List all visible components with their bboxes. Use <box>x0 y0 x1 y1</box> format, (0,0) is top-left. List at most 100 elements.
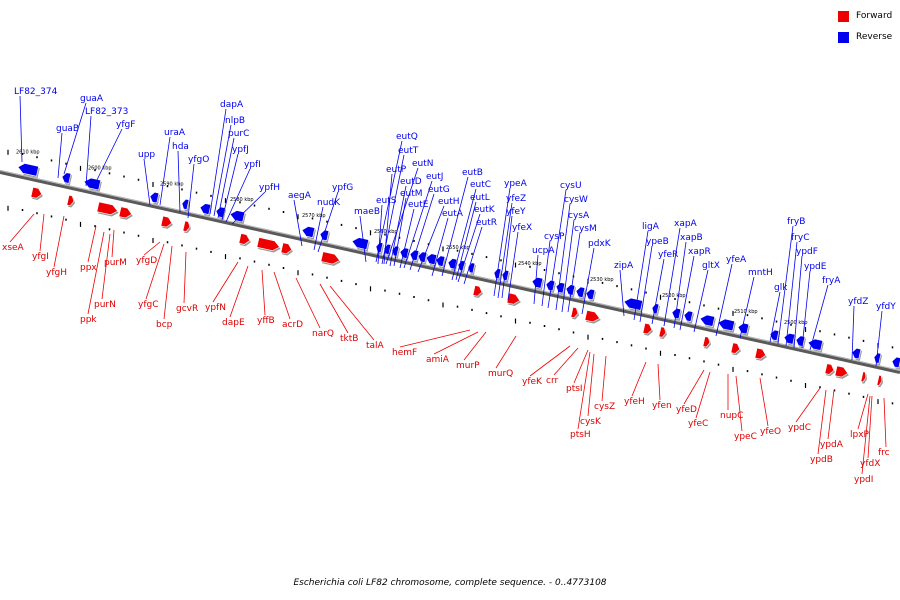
gene-label-yfeK[interactable]: yfeK <box>522 345 571 387</box>
gene-label-eutE[interactable]: eutE <box>399 200 429 269</box>
gene-label-upp[interactable]: upp <box>138 150 155 206</box>
gene-label-glk[interactable]: glk <box>769 283 788 343</box>
gene-feature-rev-0[interactable] <box>17 162 40 179</box>
gene-feature-rev-21[interactable] <box>467 262 477 275</box>
gene-label-ypdE[interactable]: ypdE <box>801 262 827 349</box>
gene-label-murQ[interactable]: murQ <box>488 335 517 379</box>
gene-label-hemF[interactable]: hemF <box>392 329 471 358</box>
gene-feature-rev-24[interactable] <box>531 276 545 291</box>
gene-feature-fwd-3[interactable] <box>118 206 135 221</box>
gene-feature-rev-40[interactable] <box>807 338 825 353</box>
gene-feature-fwd-14[interactable] <box>642 322 655 336</box>
gene-label-ptsH[interactable]: ptsH <box>570 351 591 440</box>
gene-feature-rev-27[interactable] <box>565 284 577 298</box>
gene-label-frc[interactable]: frc <box>878 397 890 458</box>
gene-feature-rev-10[interactable] <box>351 236 371 252</box>
gene-label-fryC[interactable]: fryC <box>785 233 809 347</box>
gene-label-eutH[interactable]: eutH <box>417 197 460 273</box>
gene-feature-fwd-16[interactable] <box>702 336 713 350</box>
gene-label-yfeD[interactable]: yfeD <box>676 369 705 415</box>
gene-label-cysM[interactable]: cysM <box>567 224 597 313</box>
gene-label-yfgC[interactable]: yfgC <box>138 243 165 310</box>
gene-label-xapA[interactable]: xapA <box>663 219 698 327</box>
gene-label-ypdC[interactable]: ypdC <box>788 387 821 433</box>
gene-label-xapB[interactable]: xapB <box>673 233 703 329</box>
gene-label-cysA[interactable]: cysA <box>561 211 590 313</box>
gene-label-cysK[interactable]: cysK <box>580 353 602 427</box>
gene-label-yfgD[interactable]: yfgD <box>136 241 161 266</box>
gene-label-murP[interactable]: murP <box>456 331 487 371</box>
gene-label-yfdY[interactable]: yfdY <box>875 302 896 367</box>
gene-label-LF82_374[interactable]: LF82_374 <box>14 87 58 163</box>
gene-label-ligA[interactable]: ligA <box>633 222 660 321</box>
gene-label-yfeC[interactable]: yfeC <box>688 371 711 429</box>
gene-label-talA[interactable]: talA <box>329 285 385 351</box>
gene-feature-rev-5[interactable] <box>199 203 213 217</box>
gene-label-yffB[interactable]: yffB <box>257 269 275 326</box>
gene-label-eutD[interactable]: eutD <box>389 177 422 267</box>
gene-feature-rev-30[interactable] <box>623 297 645 313</box>
gene-feature-rev-3[interactable] <box>149 191 161 205</box>
gene-feature-rev-34[interactable] <box>699 314 717 329</box>
gene-label-guaB[interactable]: guaB <box>56 124 79 179</box>
gene-label-yfdZ[interactable]: yfdZ <box>848 297 868 361</box>
gene-label-fryB[interactable]: fryB <box>777 217 805 345</box>
gene-feature-fwd-1[interactable] <box>66 194 77 208</box>
gene-label-yfeA[interactable]: yfeA <box>715 255 747 337</box>
gene-feature-rev-19[interactable] <box>447 258 459 271</box>
gene-label-ypeA[interactable]: ypeA <box>493 179 528 297</box>
gene-feature-rev-41[interactable] <box>851 347 863 361</box>
gene-label-ypeB[interactable]: ypeB <box>639 237 669 323</box>
gene-label-yfgF[interactable]: yfgF <box>93 120 135 187</box>
gene-label-cysP[interactable]: cysP <box>541 232 565 307</box>
gene-label-ypdA[interactable]: ypdA <box>820 389 844 450</box>
gene-feature-fwd-15[interactable] <box>658 326 669 340</box>
gene-label-eutM[interactable]: eutM <box>393 189 423 267</box>
gene-feature-rev-9[interactable] <box>319 229 331 243</box>
gene-label-purM[interactable]: purM <box>104 229 127 268</box>
gene-label-maeB[interactable]: maeB <box>354 207 380 263</box>
gene-label-hda[interactable]: hda <box>172 142 189 213</box>
gene-feature-fwd-12[interactable] <box>570 306 581 320</box>
gene-label-eutQ[interactable]: eutQ <box>375 132 418 263</box>
gene-label-gltX[interactable]: gltX <box>693 261 720 333</box>
gene-label-gcvR[interactable]: gcvR <box>176 251 198 314</box>
gene-label-yfeR[interactable]: yfeR <box>651 250 678 325</box>
gene-label-fryA[interactable]: fryA <box>809 276 841 351</box>
gene-label-ypdB[interactable]: ypdB <box>810 389 833 465</box>
gene-feature-fwd-19[interactable] <box>824 363 837 377</box>
gene-label-yfgI[interactable]: yfgI <box>32 213 49 262</box>
gene-feature-fwd-17[interactable] <box>730 342 743 356</box>
gene-feature-rev-43[interactable] <box>891 356 900 370</box>
gene-label-eutJ[interactable]: eutJ <box>403 172 443 269</box>
gene-label-ypdF[interactable]: ypdF <box>793 247 818 349</box>
gene-feature-fwd-21[interactable] <box>860 371 869 384</box>
gene-label-ypeC[interactable]: ypeC <box>734 375 757 442</box>
gene-label-yfeY[interactable]: yfeY <box>501 207 526 299</box>
gene-label-ypfN[interactable]: ypfN <box>205 261 239 313</box>
gene-label-ypfG[interactable]: ypfG <box>317 183 353 253</box>
gene-feature-rev-1[interactable] <box>61 172 73 186</box>
gene-label-yfeO[interactable]: yfeO <box>759 377 781 437</box>
gene-label-dapE[interactable]: dapE <box>222 265 249 328</box>
gene-label-purN[interactable]: purN <box>94 233 116 310</box>
gene-feature-fwd-11[interactable] <box>506 292 523 307</box>
gene-label-eutP[interactable]: eutP <box>383 165 407 265</box>
gene-label-lpxP[interactable]: lpxP <box>850 393 870 440</box>
gene-label-amiA[interactable]: amiA <box>426 331 479 365</box>
gene-label-eutB[interactable]: eutB <box>441 168 483 277</box>
gene-label-guaA[interactable]: guaA <box>63 94 104 175</box>
gene-feature-fwd-20[interactable] <box>834 365 851 380</box>
gene-feature-fwd-22[interactable] <box>876 374 885 388</box>
gene-label-pdxK[interactable]: pdxK <box>581 239 612 315</box>
gene-label-eutL[interactable]: eutL <box>455 193 490 281</box>
gene-label-nudK[interactable]: nudK <box>313 198 341 251</box>
gene-label-ptsI[interactable]: ptsI <box>566 349 589 394</box>
gene-feature-fwd-13[interactable] <box>584 309 603 325</box>
gene-label-eutS[interactable]: eutS <box>376 196 397 265</box>
gene-feature-rev-36[interactable] <box>737 322 751 336</box>
gene-label-ypfH[interactable]: ypfH <box>231 183 280 225</box>
legend-item-forward[interactable]: Forward <box>838 8 898 24</box>
gene-label-eutA[interactable]: eutA <box>431 209 464 277</box>
gene-feature-rev-18[interactable] <box>435 255 447 269</box>
